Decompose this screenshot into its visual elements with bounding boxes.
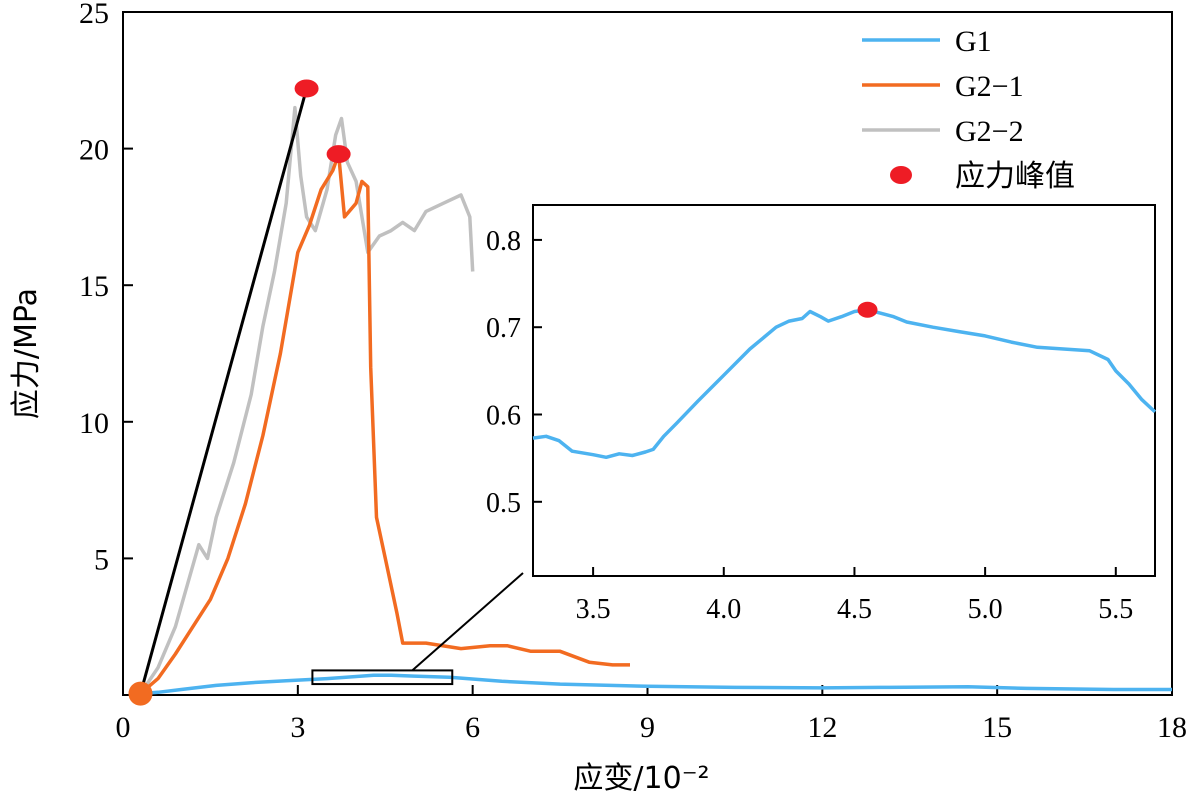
legend-label: G2−2 [955,115,1024,148]
inset-x-tick-label: 5.0 [968,594,1003,625]
inset-x-tick-label: 4.5 [837,594,872,625]
origin-marker [128,681,153,706]
peak-marker-g2-1 [326,145,351,164]
x-tick-label: 12 [807,711,837,744]
legend-label: G2−1 [955,70,1024,103]
legend-label: 应力峰值 [955,160,1075,193]
x-tick-label: 9 [640,711,655,744]
inset-plot: 3.5 4.0 4.5 5.0 5.5 0.5 0.6 0.7 0.8 [411,204,1157,672]
inset-y-tick-label: 0.6 [486,401,521,432]
main-plot: 0 3 6 9 12 15 18 5 10 15 20 25 应变/10⁻² 应力/MPa [9,0,1187,796]
legend-entry: 应力峰值 [890,160,1075,193]
y-tick-label: 10 [79,407,109,440]
y-tick-label: 5 [94,543,109,576]
x-tick-label: 0 [116,711,131,744]
series-line-stiffness-line [139,88,309,694]
inset-series-line-g1 [532,308,1157,460]
inset-x-tick-label: 4.0 [706,594,741,625]
x-tick-label: 18 [1157,711,1187,744]
legend-label: G1 [955,25,992,58]
x-tick-label: 15 [982,711,1012,744]
series-line-g1 [140,673,1172,696]
x-tick-label: 3 [290,711,305,744]
y-tick-label: 20 [79,134,109,167]
legend-entry: G2−1 [862,70,1024,103]
y-tick-label: 15 [79,270,109,303]
inset-peak-marker [857,301,878,318]
legend-entry: G1 [862,25,992,58]
legend: G1 G2−1 G2−2 应力峰值 [862,25,1075,193]
y-tick-label: 25 [79,0,109,30]
legend-entry: G2−2 [862,115,1024,148]
series-line-g2-1 [139,152,630,695]
x-axis-title: 应变/10⁻² [573,761,709,796]
inset-frame [532,204,1156,577]
x-tick-label: 6 [465,711,480,744]
zoom-box [311,669,454,686]
inset-y-tick-label: 0.8 [486,226,521,257]
y-axis-title: 应力/MPa [9,288,44,419]
peak-marker-g2-2 [294,79,319,98]
series-line-g2-2 [139,105,475,695]
inset-y-tick-label: 0.7 [486,313,521,344]
legend-marker-swatch [890,166,912,184]
inset-y-tick-label: 0.5 [486,488,521,519]
zoom-connector-line [411,572,524,672]
inset-x-tick-label: 5.5 [1098,594,1133,625]
inset-x-tick-label: 3.5 [576,594,611,625]
